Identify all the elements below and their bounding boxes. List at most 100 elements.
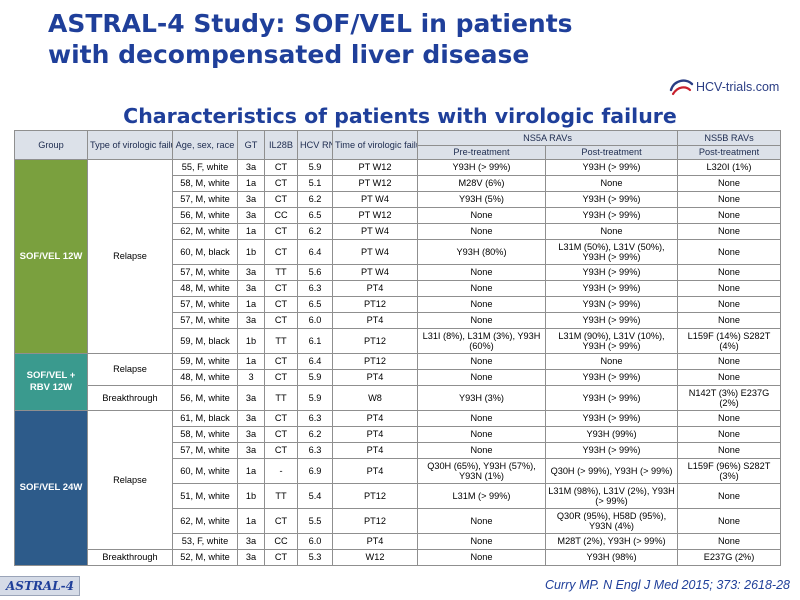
age-sex-race-cell: 48, M, white (172, 280, 238, 297)
study-label: ASTRAL-4 (0, 576, 80, 596)
time-of-failure-cell: PT12 (332, 483, 418, 509)
header-ns5b-ravs: NS5B RAVs (677, 130, 782, 146)
table-row: 57, M, white 3a CT 6.3 PT4 None Y93H (> … (15, 442, 782, 459)
ns5b-post-cell: None (677, 296, 782, 313)
ns5a-pre-cell: None (417, 369, 546, 386)
gt-cell: 3a (237, 426, 265, 443)
ns5a-post-cell: M28T (2%), Y93H (> 99%) (544, 533, 679, 550)
ns5b-post-cell: None (677, 508, 782, 534)
header-type-of-failure: Type of virologic failure (87, 130, 173, 160)
header-group: Group (14, 130, 88, 160)
ns5a-post-cell: None (544, 175, 679, 192)
hcv-rna-cell: 6.5 (297, 296, 333, 313)
ns5a-post-cell: None (544, 353, 679, 370)
header-ns5a-post-treatment: Post-treatment (544, 144, 679, 160)
gt-cell: 1b (237, 483, 265, 509)
citation: Curry MP. N Engl J Med 2015; 373: 2618-2… (544, 578, 790, 592)
age-sex-race-cell: 56, M, white (172, 207, 238, 224)
gt-cell: 3a (237, 410, 265, 427)
failure-type-cell: Breakthrough (87, 549, 173, 566)
ns5a-post-cell: Y93H (> 99%) (544, 442, 679, 459)
hcv-rna-cell: 6.9 (297, 458, 333, 484)
ns5a-pre-cell: None (417, 533, 546, 550)
ns5a-pre-cell: Y93H (5%) (417, 191, 546, 208)
ns5a-pre-cell: None (417, 549, 546, 566)
time-of-failure-cell: W12 (332, 549, 418, 566)
gt-cell: 3a (237, 264, 265, 281)
time-of-failure-cell: PT4 (332, 312, 418, 329)
ns5a-pre-cell: Q30H (65%), Y93H (57%), Y93N (1%) (417, 458, 546, 484)
time-of-failure-cell: PT W12 (332, 207, 418, 224)
table-row: 48, M, white 3 CT 5.9 PT4 None Y93H (> 9… (15, 369, 782, 386)
il28b-cell: TT (264, 385, 298, 411)
il28b-cell: CT (264, 159, 298, 176)
hcv-rna-cell: 6.0 (297, 312, 333, 329)
slide-title: ASTRAL-4 Study: SOF/VEL in patients with… (48, 8, 648, 70)
table-row: SOF/VEL 12W Relapse 55, F, white 3a CT 5… (14, 159, 782, 354)
ns5a-pre-cell: None (417, 223, 546, 240)
table-row: 60, M, black 1b CT 6.4 PT W4 Y93H (80%) … (15, 239, 782, 265)
time-of-failure-cell: PT4 (332, 280, 418, 297)
ns5b-post-cell: L159F (96%) S282T (3%) (677, 458, 782, 484)
il28b-cell: CT (264, 353, 298, 370)
ns5a-pre-cell: None (417, 508, 546, 534)
time-of-failure-cell: PT W12 (332, 175, 418, 192)
il28b-cell: CT (264, 442, 298, 459)
hcv-rna-cell: 6.3 (297, 410, 333, 427)
ns5a-pre-cell: None (417, 426, 546, 443)
ns5a-pre-cell: None (417, 312, 546, 329)
hcv-rna-cell: 6.3 (297, 280, 333, 297)
table-row: 62, M, white 1a CT 6.2 PT W4 None None N… (15, 223, 782, 240)
ns5a-post-cell: Y93H (> 99%) (544, 191, 679, 208)
group-cell-sofvel-24w: SOF/VEL 24W (14, 410, 88, 566)
group-cell-sofvel-12w: SOF/VEL 12W (14, 159, 88, 354)
ns5b-post-cell: None (677, 312, 782, 329)
ns5a-pre-cell: Y93H (3%) (417, 385, 546, 411)
hcv-rna-cell: 6.2 (297, 426, 333, 443)
il28b-cell: CT (264, 549, 298, 566)
hcv-rna-cell: 5.3 (297, 549, 333, 566)
ns5b-post-cell: L159F (14%) S282T (4%) (677, 328, 782, 354)
gt-cell: 1b (237, 239, 265, 265)
ns5a-pre-cell: None (417, 296, 546, 313)
hcv-rna-cell: 6.2 (297, 223, 333, 240)
ns5b-post-cell: None (677, 280, 782, 297)
ns5a-pre-cell: None (417, 410, 546, 427)
header-time-of-failure: Time of virologic failure (332, 130, 418, 160)
ns5b-post-cell: None (677, 426, 782, 443)
ns5a-pre-cell: None (417, 442, 546, 459)
age-sex-race-cell: 59, M, white (172, 353, 238, 370)
time-of-failure-cell: PT W4 (332, 264, 418, 281)
header-gt: GT (237, 130, 265, 160)
time-of-failure-cell: PT12 (332, 508, 418, 534)
time-of-failure-cell: PT4 (332, 369, 418, 386)
ns5b-post-cell: None (677, 191, 782, 208)
hcv-rna-cell: 5.9 (297, 159, 333, 176)
hcv-trials-logo: HCV-trials.com (668, 74, 792, 100)
gt-cell: 1a (237, 223, 265, 240)
age-sex-race-cell: 62, M, white (172, 223, 238, 240)
hcv-rna-cell: 5.1 (297, 175, 333, 192)
header-ns5a-ravs: NS5A RAVs (416, 130, 679, 146)
ns5b-post-cell: None (677, 533, 782, 550)
ns5a-pre-cell: L31M (> 99%) (417, 483, 546, 509)
gt-cell: 3a (237, 442, 265, 459)
age-sex-race-cell: 51, M, white (172, 483, 238, 509)
hcv-rna-cell: 5.5 (297, 508, 333, 534)
time-of-failure-cell: PT W12 (332, 159, 418, 176)
age-sex-race-cell: 55, F, white (172, 159, 238, 176)
il28b-cell: CT (264, 239, 298, 265)
table-row: 59, M, black 1b TT 6.1 PT12 L31I (8%), L… (15, 328, 782, 354)
age-sex-race-cell: 58, M, white (172, 175, 238, 192)
table-row: 57, M, white 3a CT 6.0 PT4 None Y93H (> … (15, 312, 782, 329)
hcv-rna-cell: 6.2 (297, 191, 333, 208)
ns5a-post-cell: Y93H (> 99%) (544, 410, 679, 427)
time-of-failure-cell: PT4 (332, 533, 418, 550)
gt-cell: 3a (237, 191, 265, 208)
gt-cell: 3 (237, 369, 265, 386)
il28b-cell: CT (264, 280, 298, 297)
gt-cell: 1a (237, 175, 265, 192)
il28b-cell: CT (264, 223, 298, 240)
hcv-rna-cell: 6.1 (297, 328, 333, 354)
ns5a-post-cell: Q30H (> 99%), Y93H (> 99%) (544, 458, 679, 484)
